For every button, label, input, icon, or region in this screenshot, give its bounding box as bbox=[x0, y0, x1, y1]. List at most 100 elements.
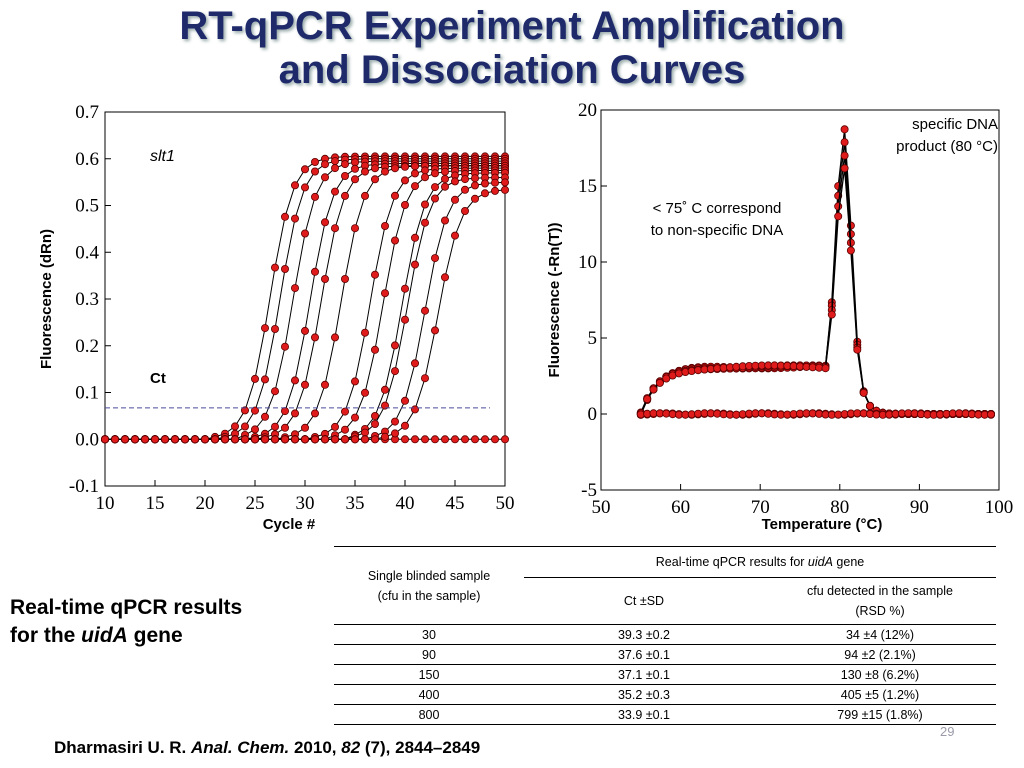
amp-curve-point bbox=[410, 233, 419, 242]
amp-curve-point bbox=[410, 162, 419, 171]
amp-curve-point bbox=[260, 375, 269, 384]
amp-curve-point bbox=[340, 407, 349, 416]
amp-curve-point bbox=[340, 191, 349, 200]
amp-curve-point bbox=[310, 435, 319, 444]
amp-curve-point bbox=[430, 326, 439, 335]
amp-curve-point bbox=[320, 435, 329, 444]
amp-curve-point bbox=[380, 432, 389, 441]
dis-specific-point bbox=[821, 364, 830, 373]
amp-baseline-point bbox=[460, 435, 469, 444]
amp-curve-point bbox=[350, 175, 359, 184]
amp-curve-point bbox=[400, 162, 409, 171]
amp-baseline-point bbox=[500, 435, 509, 444]
amp-curve-point bbox=[270, 263, 279, 272]
amp-curve-point bbox=[400, 396, 409, 405]
amp-curve-point bbox=[500, 178, 509, 187]
amp-curve-point bbox=[190, 435, 199, 444]
dis-specific-point bbox=[840, 151, 849, 160]
amp-curve-point bbox=[310, 157, 319, 166]
dissociation-y-axis-label: Fluorescence (-Rn(T)) bbox=[546, 222, 563, 377]
amp-curve-point bbox=[101, 435, 110, 444]
amp-curve-point bbox=[370, 270, 379, 279]
side-caption: Real-time qPCR results for the uidA gene bbox=[10, 594, 242, 650]
amp-curve-point bbox=[230, 422, 239, 431]
amp-curve-point bbox=[270, 324, 279, 333]
amp-curve-line bbox=[105, 165, 505, 440]
amp-curve-point bbox=[440, 273, 449, 282]
amp-y-tick-label: 0.2 bbox=[75, 336, 99, 357]
amp-curve-point bbox=[390, 164, 399, 173]
amp-curve-point bbox=[300, 326, 309, 335]
dis-x-tick-label: 90 bbox=[910, 497, 929, 518]
amp-curve-line bbox=[105, 165, 505, 440]
side-caption-line1: Real-time qPCR results bbox=[10, 596, 243, 619]
amp-curve-point bbox=[450, 231, 459, 240]
amp-curve-point bbox=[260, 324, 269, 333]
amp-curve-point bbox=[310, 267, 319, 276]
table-row: 800 33.9 ±0.1 799 ±15 (1.8%) bbox=[334, 705, 996, 725]
amp-curve-point bbox=[260, 412, 269, 421]
amp-x-tick-label: 25 bbox=[246, 493, 265, 514]
table-cell-sample: 30 bbox=[422, 627, 436, 642]
amp-curve-point bbox=[370, 411, 379, 420]
amp-curve-point bbox=[290, 409, 299, 418]
table-header-group: Real-time qPCR results for uidA gene bbox=[524, 546, 996, 578]
amp-curve-point bbox=[310, 167, 319, 176]
amp-curve-point bbox=[340, 274, 349, 283]
dis-specific-point bbox=[840, 164, 849, 173]
amp-curve-point bbox=[140, 435, 149, 444]
amp-curve-point bbox=[250, 374, 259, 383]
amp-x-tick-label: 35 bbox=[346, 493, 365, 514]
amp-curve-point bbox=[350, 413, 359, 422]
amp-baseline-point bbox=[480, 435, 489, 444]
dis-y-tick-label: 15 bbox=[578, 176, 597, 197]
amp-curve-point bbox=[320, 173, 329, 182]
amp-curve-point bbox=[310, 333, 319, 342]
amp-curve-point bbox=[430, 169, 439, 178]
amp-curve-point bbox=[460, 185, 469, 194]
amp-curve-point bbox=[350, 435, 359, 444]
table-header-sample: Single blinded sample (cfu in the sample) bbox=[334, 546, 524, 625]
dis-specific-point bbox=[649, 385, 658, 394]
amp-curve-point bbox=[330, 157, 339, 166]
amp-curve-point bbox=[360, 167, 369, 176]
nonspecific-annotation-line1: < 75˚ C correspond bbox=[652, 200, 782, 217]
amp-curve-point bbox=[450, 195, 459, 204]
amp-curve-point bbox=[470, 174, 479, 183]
amp-curve-point bbox=[310, 192, 319, 201]
amp-curve-point bbox=[390, 417, 399, 426]
dis-y-tick-label: 20 bbox=[578, 100, 597, 121]
dis-specific-point bbox=[840, 138, 849, 147]
amp-curve-line bbox=[105, 158, 505, 440]
amp-curve-point bbox=[310, 409, 319, 418]
results-table: Single blinded sample (cfu in the sample)… bbox=[334, 546, 996, 725]
amp-curve-point bbox=[340, 435, 349, 444]
table-row: 90 37.6 ±0.1 94 ±2 (2.1%) bbox=[334, 645, 996, 665]
amp-curve-point bbox=[360, 191, 369, 200]
amp-curve-point bbox=[280, 342, 289, 351]
specific-annotation-line1: specific DNA bbox=[912, 116, 998, 133]
table-cell-cfu: 94 ±2 (2.1%) bbox=[844, 647, 916, 662]
amp-curve-point bbox=[111, 435, 120, 444]
dis-specific-point bbox=[662, 374, 671, 383]
dis-specific-point bbox=[866, 401, 875, 410]
ct-label: Ct bbox=[150, 370, 166, 387]
amp-curve-point bbox=[280, 435, 289, 444]
amp-curve-point bbox=[420, 200, 429, 209]
amp-curve-point bbox=[360, 428, 369, 437]
amp-curve-point bbox=[121, 435, 130, 444]
amp-baseline-point bbox=[450, 435, 459, 444]
amp-curve-point bbox=[480, 179, 489, 188]
nonspecific-annotation-line2: to non-specific DNA bbox=[650, 222, 784, 239]
amp-curve-line bbox=[105, 169, 506, 440]
dis-specific-point bbox=[853, 345, 862, 354]
amp-curve-point bbox=[370, 435, 379, 444]
amp-curve-point bbox=[350, 164, 359, 173]
amp-curve-point bbox=[320, 380, 329, 389]
amp-y-tick-label: 0.5 bbox=[75, 196, 99, 217]
amp-curve-point bbox=[300, 165, 309, 174]
amp-curve-point bbox=[380, 221, 389, 230]
amp-curve-line bbox=[105, 160, 505, 440]
amp-curve-point bbox=[290, 376, 299, 385]
amp-curve-line bbox=[105, 162, 505, 440]
